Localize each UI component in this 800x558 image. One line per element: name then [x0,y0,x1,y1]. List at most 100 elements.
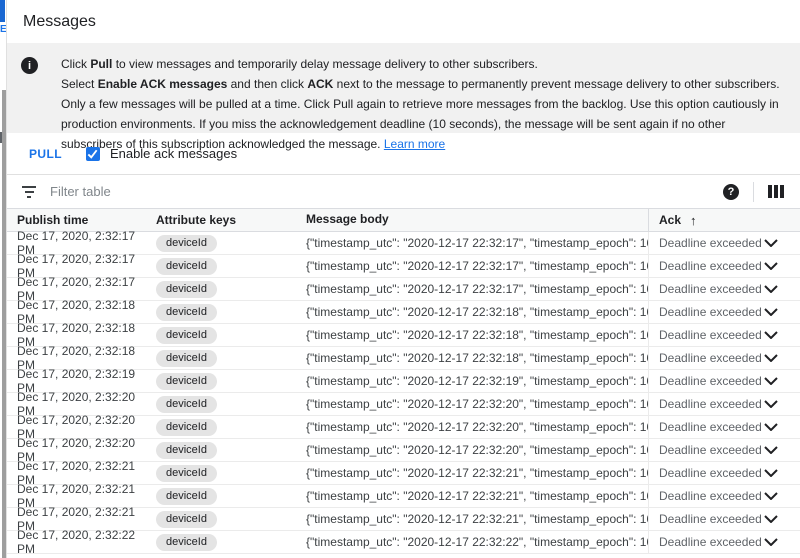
pull-button[interactable]: PULL [23,141,68,167]
column-header-attribute-keys[interactable]: Attribute keys [156,213,237,227]
learn-more-link[interactable]: Learn more [383,137,446,151]
attribute-chip: deviceId [156,395,217,413]
panel-titlebar: Messages [7,0,800,43]
chevron-down-icon[interactable] [764,423,778,431]
attribute-keys-cell: deviceId [146,280,296,298]
attribute-chip: deviceId [156,349,217,367]
chevron-down-icon[interactable] [764,239,778,247]
message-body-cell: {"timestamp_utc": "2020-12-17 22:32:17",… [296,254,649,278]
attribute-keys-cell: deviceId [146,510,296,528]
enable-ack-label: Enable ack messages [109,146,238,161]
attribute-chip: deviceId [156,234,217,252]
ack-status: Deadline exceeded [659,489,762,503]
ack-cell: Deadline exceeded [649,489,800,503]
message-body-cell: {"timestamp_utc": "2020-12-17 22:32:19",… [296,369,649,393]
column-display-icon[interactable] [768,185,784,198]
publish-time-cell: Dec 17, 2020, 2:32:17 PM [17,229,136,257]
help-icon[interactable]: ? [723,183,739,200]
message-body-cell: {"timestamp_utc": "2020-12-17 22:32:21",… [296,507,649,531]
table-row: Dec 17, 2020, 2:32:21 PM deviceId {"time… [7,482,800,510]
ack-cell: Deadline exceeded [649,374,800,388]
publish-time-cell: Dec 17, 2020, 2:32:17 PM [17,275,136,303]
chevron-down-icon[interactable] [764,354,778,362]
table-row: Dec 17, 2020, 2:32:18 PM deviceId {"time… [7,321,800,349]
message-body-cell: {"timestamp_utc": "2020-12-17 22:32:18",… [296,300,649,324]
table-header: Publish time Attribute keys Message body… [7,208,800,232]
chevron-down-icon[interactable] [764,515,778,523]
ack-status: Deadline exceeded [659,466,762,480]
chevron-down-icon[interactable] [764,446,778,454]
background-page-sliver: E [0,0,6,558]
chevron-down-icon[interactable] [764,331,778,339]
info-banner: i Click Pull to view messages and tempor… [7,43,800,151]
attribute-keys-cell: deviceId [146,372,296,390]
attribute-keys-cell: deviceId [146,303,296,321]
filter-input[interactable] [50,184,723,199]
chevron-down-icon[interactable] [764,262,778,270]
publish-time-cell: Dec 17, 2020, 2:32:22 PM [17,528,136,556]
column-header-ack[interactable]: Ack ↑ [659,212,697,228]
filter-list-icon [21,185,37,198]
table-body: Dec 17, 2020, 2:32:17 PM deviceId {"time… [7,229,800,556]
chevron-down-icon[interactable] [764,469,778,477]
attribute-chip: deviceId [156,487,217,505]
message-body-cell: {"timestamp_utc": "2020-12-17 22:32:21",… [296,484,649,508]
ack-status: Deadline exceeded [659,420,762,434]
background-text-fragment-2 [0,132,3,143]
ack-status: Deadline exceeded [659,535,762,549]
attribute-chip: deviceId [156,257,217,275]
ack-cell: Deadline exceeded [649,466,800,480]
table-row: Dec 17, 2020, 2:32:21 PM deviceId {"time… [7,505,800,533]
attribute-chip: deviceId [156,510,217,528]
table-row: Dec 17, 2020, 2:32:18 PM deviceId {"time… [7,298,800,326]
page-title: Messages [23,12,96,30]
checkbox-checked-icon[interactable] [85,146,100,161]
enable-ack-checkbox[interactable]: Enable ack messages [85,146,238,161]
publish-time-cell: Dec 17, 2020, 2:32:21 PM [17,459,136,487]
ack-cell: Deadline exceeded [649,328,800,342]
column-header-message-body[interactable]: Message body [296,208,649,232]
chevron-down-icon[interactable] [764,377,778,385]
message-body-cell: {"timestamp_utc": "2020-12-17 22:32:21",… [296,461,649,485]
ack-status: Deadline exceeded [659,282,762,296]
message-body-cell: {"timestamp_utc": "2020-12-17 22:32:20",… [296,415,649,439]
chevron-down-icon[interactable] [764,400,778,408]
attribute-chip: deviceId [156,303,217,321]
ack-cell: Deadline exceeded [649,443,800,457]
ack-cell: Deadline exceeded [649,420,800,434]
ack-status: Deadline exceeded [659,305,762,319]
chevron-down-icon[interactable] [764,492,778,500]
table-row: Dec 17, 2020, 2:32:18 PM deviceId {"time… [7,344,800,372]
chevron-down-icon[interactable] [764,308,778,316]
background-scrollbar[interactable] [2,90,6,558]
table-row: Dec 17, 2020, 2:32:19 PM deviceId {"time… [7,367,800,395]
ack-cell: Deadline exceeded [649,236,800,250]
chevron-down-icon[interactable] [764,538,778,546]
attribute-chip: deviceId [156,418,217,436]
attribute-keys-cell: deviceId [146,349,296,367]
table-row: Dec 17, 2020, 2:32:17 PM deviceId {"time… [7,229,800,257]
messages-panel: Messages i Click Pull to view messages a… [6,0,800,558]
chevron-down-icon[interactable] [764,285,778,293]
ack-status: Deadline exceeded [659,443,762,457]
sort-ascending-icon: ↑ [690,212,697,228]
publish-time-cell: Dec 17, 2020, 2:32:20 PM [17,413,136,441]
column-header-publish-time[interactable]: Publish time [17,213,89,227]
message-body-cell: {"timestamp_utc": "2020-12-17 22:32:17",… [296,231,649,255]
publish-time-cell: Dec 17, 2020, 2:32:21 PM [17,505,136,533]
ack-status: Deadline exceeded [659,328,762,342]
ack-cell: Deadline exceeded [649,535,800,549]
attribute-keys-cell: deviceId [146,533,296,551]
ack-status: Deadline exceeded [659,374,762,388]
attribute-keys-cell: deviceId [146,464,296,482]
ack-status: Deadline exceeded [659,351,762,365]
message-body-cell: {"timestamp_utc": "2020-12-17 22:32:20",… [296,438,649,462]
message-body-cell: {"timestamp_utc": "2020-12-17 22:32:20",… [296,392,649,416]
attribute-keys-cell: deviceId [146,418,296,436]
publish-time-cell: Dec 17, 2020, 2:32:21 PM [17,482,136,510]
ack-cell: Deadline exceeded [649,305,800,319]
ack-cell: Deadline exceeded [649,282,800,296]
table-row: Dec 17, 2020, 2:32:21 PM deviceId {"time… [7,459,800,487]
publish-time-cell: Dec 17, 2020, 2:32:17 PM [17,252,136,280]
ack-status: Deadline exceeded [659,397,762,411]
